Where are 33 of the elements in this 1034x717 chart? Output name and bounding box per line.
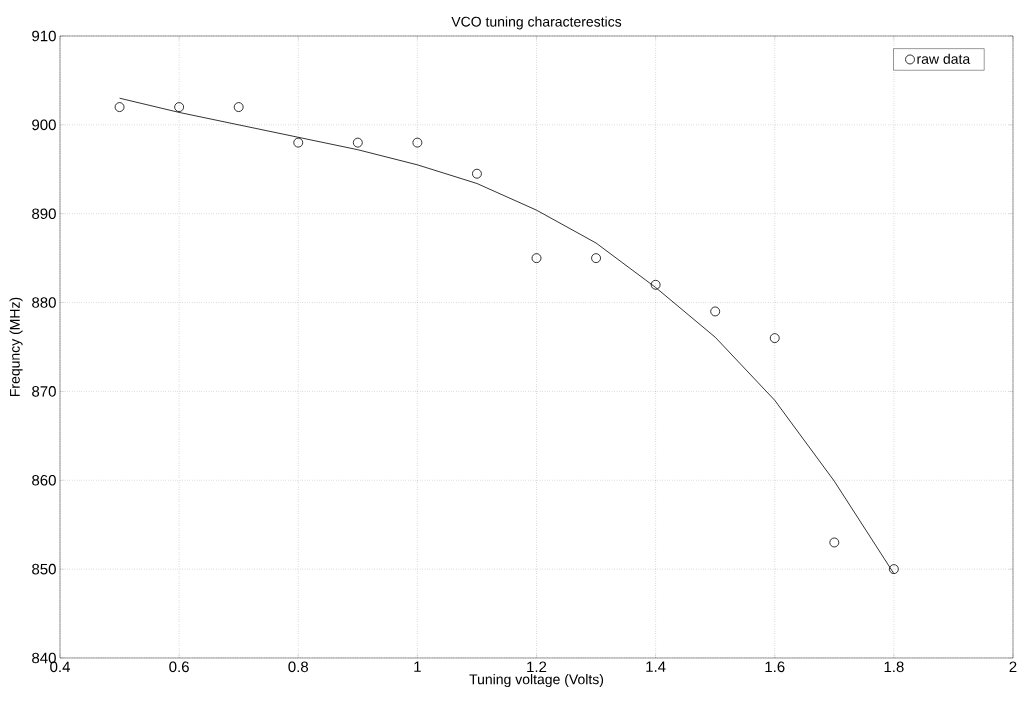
point bbox=[174, 102, 185, 112]
x-tick-label: 0.8 bbox=[288, 661, 309, 673]
point bbox=[710, 306, 721, 317]
point bbox=[472, 168, 482, 179]
x-axis-title: Tuning voltage (Volts) bbox=[469, 674, 604, 688]
point bbox=[829, 537, 840, 548]
y-tick-label: 890 bbox=[32, 208, 56, 220]
point bbox=[233, 102, 244, 112]
point bbox=[293, 137, 304, 148]
point bbox=[888, 564, 899, 575]
y-axis-title: Frequncy (MHz) bbox=[9, 297, 23, 397]
y-tick-label: 880 bbox=[32, 297, 56, 308]
point bbox=[412, 137, 423, 148]
point bbox=[591, 253, 601, 264]
point bbox=[531, 253, 542, 264]
y-tick-label: 850 bbox=[32, 563, 56, 575]
point bbox=[352, 137, 363, 148]
chart-title: VCO tuning characterestics bbox=[451, 16, 622, 30]
y-tick-label: 900 bbox=[32, 119, 56, 131]
x-tick-label: 0.6 bbox=[169, 661, 189, 673]
y-tick-label: 870 bbox=[32, 386, 56, 397]
x-tick-label: 2 bbox=[1009, 661, 1017, 672]
x-tick-label: 1.8 bbox=[884, 661, 904, 673]
legend-label: raw data bbox=[917, 53, 971, 64]
y-tick-label: 860 bbox=[32, 474, 56, 486]
point bbox=[114, 102, 125, 112]
point bbox=[769, 333, 780, 344]
x-tick-label: 1.2 bbox=[527, 661, 547, 672]
x-tick-label: 1.6 bbox=[765, 661, 785, 673]
x-tick-label: 1 bbox=[414, 661, 421, 672]
point bbox=[650, 279, 661, 290]
y-tick-label: 910 bbox=[32, 30, 56, 42]
x-tick-label: 1.4 bbox=[646, 661, 666, 672]
